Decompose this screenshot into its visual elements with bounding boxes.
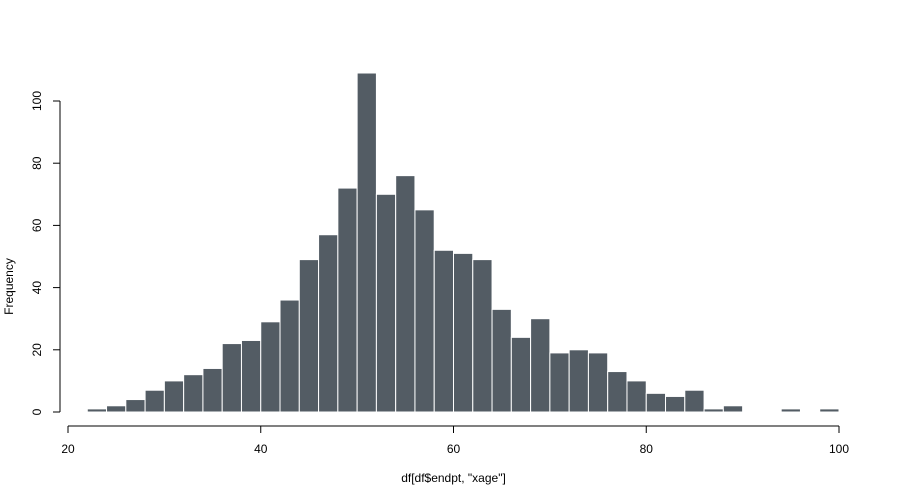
histogram-bar	[356, 72, 377, 413]
x-axis: 20 40 60 80 100	[61, 425, 849, 456]
histogram-bar	[819, 408, 840, 413]
histogram-bars	[86, 72, 840, 413]
histogram-bar	[163, 380, 185, 413]
histogram-bar	[240, 339, 262, 413]
y-axis: 0 20 40 60 80 100	[30, 91, 61, 415]
y-tick-label: 40	[30, 281, 44, 295]
histogram-bar	[722, 405, 744, 413]
histogram-bar	[106, 405, 127, 413]
histogram-bar	[414, 209, 435, 413]
histogram-bar	[472, 259, 493, 413]
y-axis-title: Frequency	[2, 258, 16, 315]
x-tick-label: 100	[829, 442, 849, 456]
y-tick-label: 20	[30, 343, 44, 357]
histogram-bar	[86, 408, 108, 413]
histogram-bar	[607, 371, 628, 413]
histogram-bar	[298, 259, 320, 413]
histogram-bar	[318, 234, 339, 413]
histogram-bar	[510, 336, 532, 413]
histogram-bar	[453, 252, 474, 413]
y-tick-label: 100	[30, 91, 44, 111]
histogram-bar	[684, 389, 705, 413]
y-tick-label: 0	[30, 408, 44, 415]
y-tick-label: 80	[30, 156, 44, 170]
histogram-bar	[279, 299, 300, 413]
x-tick-label: 40	[254, 442, 268, 456]
x-axis-title: df[df$endpt, "xage"]	[401, 471, 506, 485]
histogram-bar	[395, 175, 416, 413]
histogram-bar	[645, 392, 667, 413]
histogram-bar	[665, 395, 686, 413]
x-tick-label: 80	[640, 442, 654, 456]
y-tick-label: 60	[30, 218, 44, 232]
x-tick-label: 20	[61, 442, 75, 456]
histogram-bar	[780, 408, 801, 413]
histogram-bar	[221, 343, 242, 413]
histogram-bar	[587, 352, 609, 413]
histogram-bar	[568, 349, 589, 413]
histogram-bar	[530, 318, 551, 413]
histogram-bar	[549, 352, 570, 413]
histogram-bar	[260, 321, 281, 413]
x-tick-label: 60	[447, 442, 461, 456]
histogram-bar	[144, 389, 165, 413]
histogram-bar	[202, 367, 223, 413]
histogram-bar	[183, 374, 204, 413]
histogram-bar	[703, 408, 724, 413]
histogram-bar	[626, 380, 647, 413]
histogram-bar	[491, 308, 512, 413]
histogram-bar	[375, 193, 397, 413]
histogram-bar	[433, 249, 455, 413]
histogram-bar	[337, 187, 358, 413]
histogram-bar	[125, 399, 146, 413]
